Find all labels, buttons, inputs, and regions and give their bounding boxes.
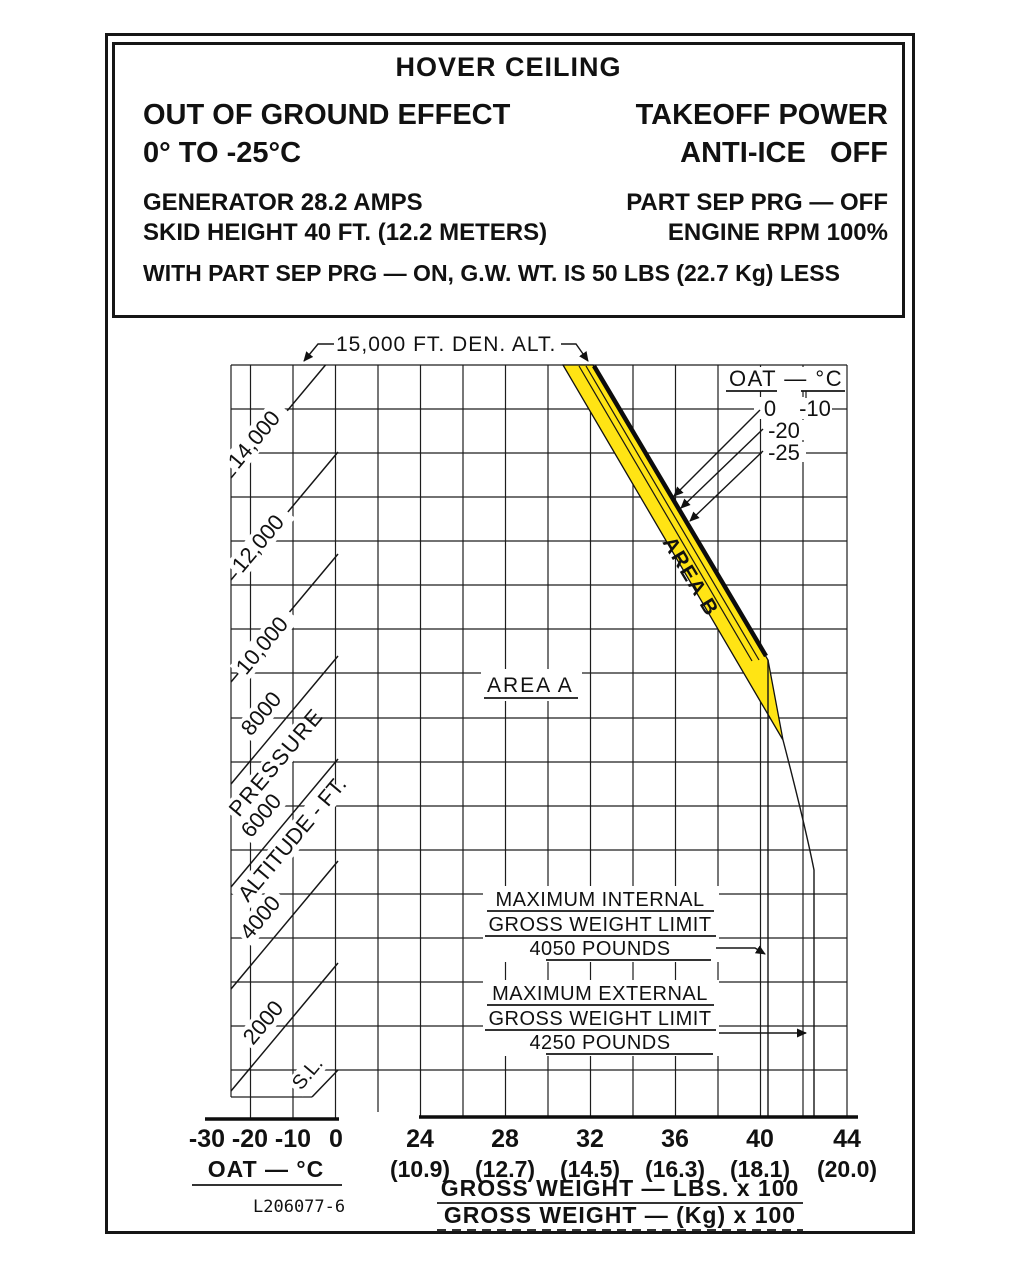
gw-tick-40: 40 bbox=[746, 1125, 774, 1153]
header-anti-ice: ANTI-ICE OFF bbox=[680, 137, 888, 169]
ceiling-left-arrow bbox=[303, 343, 334, 362]
header-engine-rpm: ENGINE RPM 100% bbox=[667, 219, 888, 246]
gw-tick-36: 36 bbox=[661, 1125, 689, 1153]
alt-label-10000: 10,000 bbox=[231, 612, 293, 680]
area-b-boundary-thick-line bbox=[592, 364, 768, 658]
header-condition-right: TAKEOFF POWER bbox=[635, 99, 888, 131]
header-note: WITH PART SEP PRG — ON, G.W. WT. IS 50 L… bbox=[143, 260, 840, 286]
internal-limit-line2: GROSS WEIGHT LIMIT bbox=[488, 914, 711, 936]
gw-sub-32: (14.5) bbox=[560, 1156, 620, 1182]
area-b-oat-line bbox=[585, 365, 760, 661]
gw-tick-28: 28 bbox=[491, 1125, 519, 1153]
internal-limit-line1: MAXIMUM INTERNAL bbox=[495, 889, 704, 911]
gross-weight-axis-labels: 24 28 32 36 40 44 (10.9) (12.7) (14.5) (… bbox=[390, 1125, 877, 1231]
oat-legend-25: -25 bbox=[768, 440, 800, 465]
gw-sub-44: (20.0) bbox=[817, 1156, 877, 1182]
alt-label-12000: 12,000 bbox=[227, 510, 289, 578]
external-limit-line2: GROSS WEIGHT LIMIT bbox=[488, 1008, 711, 1030]
gw-axis-label-lbs: GROSS WEIGHT — LBS. x 100 bbox=[441, 1175, 800, 1201]
oat-legend: OAT — °C 0 -10 -20 -25 bbox=[673, 366, 846, 522]
ceiling-right-arrow bbox=[561, 343, 589, 362]
oat-legend-10: -10 bbox=[799, 396, 831, 421]
header-temp-range: 0° TO -25°C bbox=[143, 137, 302, 169]
internal-limit-line3: 4050 POUNDS bbox=[529, 938, 670, 960]
gw-sub-40: (18.1) bbox=[730, 1156, 790, 1182]
oat-tick--30: -30 bbox=[189, 1125, 225, 1153]
area-a-label: AREA A bbox=[487, 674, 574, 697]
oat-legend-title: OAT — °C bbox=[729, 366, 843, 391]
gw-sub-28: (12.7) bbox=[475, 1156, 535, 1182]
max-external-weight-line bbox=[782, 739, 815, 1117]
oat-axis-label: OAT — °C bbox=[208, 1156, 324, 1182]
area-b-oat-line bbox=[578, 365, 753, 662]
oat-tick-0: 0 bbox=[329, 1125, 343, 1153]
gw-tick-44: 44 bbox=[833, 1125, 861, 1153]
oat-legend-20: -20 bbox=[768, 418, 800, 443]
external-limit-line1: MAXIMUM EXTERNAL bbox=[492, 983, 708, 1005]
ceiling-label: 15,000 FT. DEN. ALT. bbox=[336, 333, 556, 356]
gw-sub-36: (16.3) bbox=[645, 1156, 705, 1182]
oat-axis-labels: -30 -20 -10 0 OAT — °C bbox=[189, 1125, 343, 1186]
page-title: HOVER CEILING bbox=[395, 52, 622, 82]
oat-tick--10: -10 bbox=[275, 1125, 311, 1153]
external-weight-annotation: MAXIMUM EXTERNAL GROSS WEIGHT LIMIT 4250… bbox=[483, 980, 807, 1056]
page-border bbox=[105, 33, 915, 1234]
header-box: HOVER CEILING OUT OF GROUND EFFECT TAKEO… bbox=[112, 42, 905, 318]
oat-legend-0: 0 bbox=[764, 396, 776, 421]
pressure-altitude-labels: 14,000 12,000 10,000 8000 PRESSURE 6000 … bbox=[221, 398, 351, 1097]
weight-limit-lines bbox=[767, 660, 815, 1117]
gw-sub-24: (10.9) bbox=[390, 1156, 450, 1182]
external-limit-line3: 4250 POUNDS bbox=[529, 1032, 670, 1054]
oat-tick--20: -20 bbox=[232, 1125, 268, 1153]
gw-tick-32: 32 bbox=[576, 1125, 604, 1153]
header-skid-height: SKID HEIGHT 40 FT. (12.2 METERS) bbox=[143, 219, 548, 246]
gw-tick-24: 24 bbox=[406, 1125, 434, 1153]
alt-label-14000: 14,000 bbox=[223, 406, 285, 474]
document-number: L206077-6 bbox=[253, 1197, 345, 1217]
internal-limit-arrow bbox=[716, 945, 766, 955]
header-generator: GENERATOR 28.2 AMPS bbox=[143, 189, 423, 216]
header-condition-left: OUT OF GROUND EFFECT bbox=[143, 99, 511, 131]
area-a: AREA A bbox=[481, 669, 582, 701]
internal-weight-annotation: MAXIMUM INTERNAL GROSS WEIGHT LIMIT 4050… bbox=[483, 886, 766, 962]
header-part-sep: PART SEP PRG — OFF bbox=[626, 189, 888, 216]
gw-axis-label-kg: GROSS WEIGHT — (Kg) x 100 bbox=[444, 1202, 796, 1228]
